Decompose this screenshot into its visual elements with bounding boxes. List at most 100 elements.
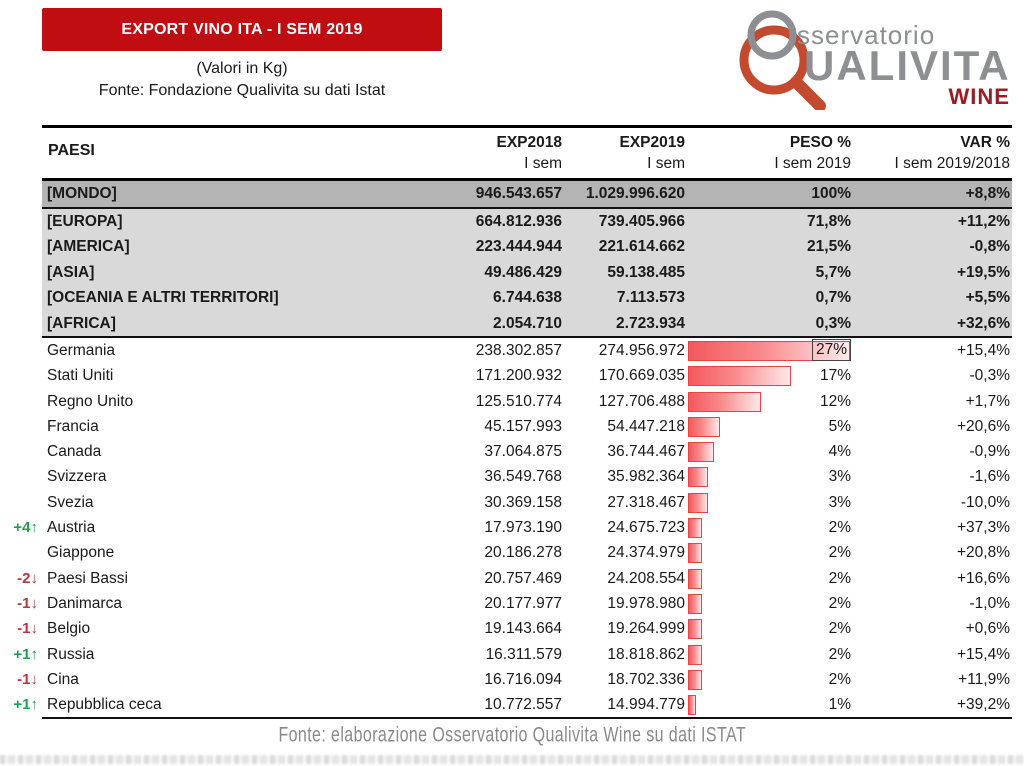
exp2019-value: 36.744.467 xyxy=(607,443,685,461)
country-name: Svizzera xyxy=(47,468,107,486)
exp2018-value: 20.177.977 xyxy=(484,594,562,612)
var-value: +11,9% xyxy=(958,670,1010,688)
source-subtitle: Fonte: Fondazione Qualivita su dati Ista… xyxy=(98,82,386,99)
logo-text-osservatorio: sservatorio xyxy=(797,20,936,50)
var-value: +20,6% xyxy=(956,417,1010,435)
table-row: Svezia 30.369.158 27.318.467 3% -10,0% xyxy=(42,489,1012,516)
peso-bar xyxy=(688,416,720,437)
exp2019-value: 2.723.934 xyxy=(616,314,685,332)
peso-value: 3% xyxy=(828,493,851,511)
region-name: [MONDO] xyxy=(47,185,117,202)
cropped-edge-artifact xyxy=(0,755,1024,764)
peso-value: 2% xyxy=(828,544,851,562)
peso-bar xyxy=(688,467,708,488)
var-value: +16,6% xyxy=(956,569,1010,587)
exp2019-value: 127.706.488 xyxy=(598,392,685,410)
exp2019-value: 739.405.966 xyxy=(598,213,685,230)
exp2018-value: 125.510.774 xyxy=(475,392,562,410)
peso-value: 27% xyxy=(811,338,851,361)
var-value: +37,3% xyxy=(956,519,1010,537)
peso-value: 1% xyxy=(828,696,851,714)
exp2019-value: 221.614.662 xyxy=(598,238,685,256)
exp2019-value: 14.994.779 xyxy=(607,696,685,714)
table-row: [MONDO] 946.543.657 1.029.996.620 100% +8,8% xyxy=(42,181,1012,209)
exp2019-value: 27.318.467 xyxy=(607,493,685,511)
exp2018-value: 20.186.278 xyxy=(484,544,562,562)
exp2019-value: 24.675.723 xyxy=(607,519,685,537)
exp2018-value: 36.549.768 xyxy=(484,468,562,486)
table-row: [EUROPA] 664.812.936 739.405.966 71,8% +11,2… xyxy=(42,209,1012,235)
peso-bar xyxy=(688,391,762,412)
qualivita-logo: sservatorio UALIVITA WINE xyxy=(712,2,1014,110)
table-row: +1↑ Russia 16.311.579 18.818.862 2% +15,4% xyxy=(13,641,1012,667)
var-value: -1,6% xyxy=(969,468,1011,486)
peso-value: 21,5% xyxy=(807,238,851,256)
rank-change-indicator: -1↓ xyxy=(17,594,38,612)
table-row: Francia 45.157.993 54.447.218 5% +20,6% xyxy=(42,413,1012,440)
peso-value: 100% xyxy=(811,185,851,202)
export-table: PAESI EXP2018 I sem EXP2019 I sem PESO %… xyxy=(13,125,1012,720)
peso-value: 4% xyxy=(828,443,851,461)
exp2018-value: 49.486.429 xyxy=(484,263,562,281)
table-body: [MONDO] 946.543.657 1.029.996.620 100% +8,8%… xyxy=(13,181,1012,720)
var-value: +0,6% xyxy=(965,620,1010,638)
peso-bar xyxy=(688,669,702,690)
column-header-exp2018: EXP2018 I sem xyxy=(496,134,563,172)
peso-bar xyxy=(688,695,696,716)
var-value: +32,6% xyxy=(956,314,1010,332)
column-header-var: VAR % I sem 2019/2018 xyxy=(894,134,1010,172)
peso-bar xyxy=(688,492,708,513)
peso-value: 2% xyxy=(828,569,851,587)
table-row: Canada 37.064.875 36.744.467 4% -0,9% xyxy=(42,439,1012,465)
var-value: +5,5% xyxy=(965,289,1010,307)
report-title: EXPORT VINO ITA - I SEM 2019 xyxy=(121,20,363,38)
peso-bar xyxy=(688,518,702,539)
country-name: Regno Unito xyxy=(47,392,134,410)
table-row: [OCEANIA E ALTRI TERRITORI] 6.744.638 7.11… xyxy=(42,285,1012,311)
country-name: Cina xyxy=(47,670,79,688)
table-row: -1↓ Belgio 19.143.664 19.264.999 2% +0,6% xyxy=(17,616,1012,642)
exp2018-value: 30.369.158 xyxy=(484,493,562,511)
exp2018-value: 238.302.857 xyxy=(475,341,562,359)
country-name: Giappone xyxy=(47,544,115,562)
peso-value: 2% xyxy=(828,670,851,688)
exp2018-value: 19.143.664 xyxy=(484,620,562,638)
table-row: -1↓ Cina 16.716.094 18.702.336 2% +11,9% xyxy=(17,666,1012,693)
rank-change-indicator: +1↑ xyxy=(13,696,38,714)
var-value: +15,4% xyxy=(956,645,1010,663)
exp2018-value: 6.744.638 xyxy=(493,289,562,307)
rank-change-indicator: -1↓ xyxy=(17,670,38,688)
country-name: Danimarca xyxy=(47,594,122,612)
var-value: -0,8% xyxy=(969,238,1011,256)
exp2018-value: 171.200.932 xyxy=(475,367,562,385)
column-header-paesi: PAESI xyxy=(48,142,95,159)
peso-value: 3% xyxy=(828,468,851,486)
country-name: Belgio xyxy=(47,620,91,638)
country-name: Austria xyxy=(47,519,96,537)
region-name: [AFRICA] xyxy=(47,314,116,332)
peso-value: 2% xyxy=(828,645,851,663)
exp2019-value: 24.208.554 xyxy=(607,569,685,587)
rank-change-indicator: +1↑ xyxy=(13,645,38,663)
var-value: +8,8% xyxy=(965,185,1010,202)
peso-value: 2% xyxy=(828,594,851,612)
table-row: [AFRICA] 2.054.710 2.723.934 0,3% +32,6% xyxy=(42,310,1012,338)
var-value: -1,0% xyxy=(969,594,1011,612)
region-name: [ASIA] xyxy=(47,263,95,281)
exp2018-value: 45.157.993 xyxy=(484,417,562,435)
peso-value: 17% xyxy=(819,367,851,385)
country-name: Germania xyxy=(47,341,116,359)
magnifier-icon xyxy=(739,10,826,110)
region-name: [AMERICA] xyxy=(47,238,130,256)
var-value: +20,8% xyxy=(956,544,1010,562)
exp2018-value: 223.444.944 xyxy=(475,238,562,256)
exp2019-value: 19.264.999 xyxy=(607,620,685,638)
exp2018-value: 17.973.190 xyxy=(484,519,562,537)
exp2019-value: 274.956.972 xyxy=(598,341,685,359)
peso-value: 0,3% xyxy=(815,314,851,332)
country-name: Svezia xyxy=(47,493,94,511)
var-value: +19,5% xyxy=(956,263,1010,281)
exp2019-value: 59.138.485 xyxy=(607,263,685,281)
table-row: +1↑ Repubblica ceca 10.772.557 14.994.779 1%… xyxy=(13,692,1012,720)
